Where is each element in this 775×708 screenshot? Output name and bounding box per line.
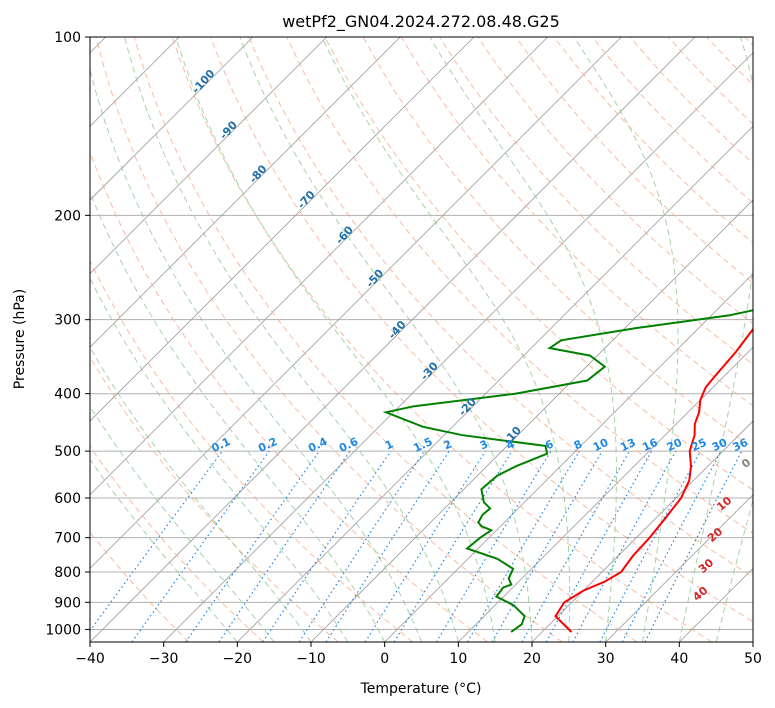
- mixing-ratio-line: [298, 450, 425, 642]
- x-tick-label: −20: [223, 651, 253, 667]
- moist-adiabat-line: [90, 277, 349, 642]
- mixing-ratio-line: [435, 450, 552, 642]
- isotherm-line: [90, 37, 401, 348]
- y-tick-label: 300: [54, 313, 81, 329]
- y-axis-label: Pressure (hPa): [12, 289, 28, 389]
- y-tick-label: 700: [54, 531, 81, 547]
- dry-adiabat-line: [90, 259, 414, 642]
- moist-adiabat-line: [175, 37, 496, 642]
- x-tick-label: 40: [670, 651, 688, 667]
- y-tick-label: 900: [54, 595, 81, 611]
- dry-adiabat-line: [90, 445, 264, 642]
- mixing-ratio-label: 13: [618, 436, 637, 454]
- isotherm-line: [384, 273, 753, 642]
- x-tick-label: 10: [449, 651, 467, 667]
- dry-adiabat-line: [171, 37, 712, 642]
- isotherm-line: [90, 37, 327, 275]
- mixing-ratio-line: [466, 450, 580, 642]
- moist-adiabat-line: [90, 458, 238, 642]
- mixing-ratio-line: [364, 450, 486, 642]
- moist-adiabat-line: [573, 37, 679, 642]
- x-tick-label: −40: [75, 651, 105, 667]
- dry-adiabat-line: [133, 37, 638, 642]
- mixing-ratio-line: [393, 450, 513, 642]
- mixing-ratio-line: [262, 450, 392, 642]
- isotherm-line: [163, 52, 753, 642]
- temperature-profile-line: [554, 327, 753, 633]
- moist-adiabat-line: [90, 67, 422, 642]
- y-tick-label: 400: [54, 387, 81, 403]
- dewpoint-profile-line: [382, 309, 753, 633]
- moist-adiabat-line: [678, 37, 753, 642]
- x-tick-label: −30: [149, 651, 179, 667]
- y-tick-label: 200: [54, 208, 81, 224]
- y-tick-label: 800: [54, 565, 81, 581]
- moist-adiabat-line: [429, 37, 617, 642]
- dry-adiabat-line: [515, 37, 753, 284]
- y-tick-label: 1000: [45, 622, 81, 638]
- x-tick-label: −10: [296, 651, 326, 667]
- isotherm-line: [458, 346, 753, 642]
- mixing-ratio-label: 20: [665, 436, 685, 454]
- moist-adiabat-line: [90, 190, 386, 642]
- isotherm-line: [90, 37, 622, 569]
- chart-title: wetPf2_GN04.2024.272.08.48.G25: [282, 12, 560, 32]
- isotherm-line: [605, 494, 753, 642]
- moist-adiabat-line: [715, 498, 753, 642]
- moist-adiabat-line: [124, 37, 459, 642]
- mixing-ratio-line: [572, 450, 677, 642]
- mixing-ratio-label: 30: [710, 436, 730, 454]
- dry-adiabat-line: [248, 37, 753, 578]
- mixing-ratio-label: 16: [640, 436, 660, 454]
- x-axis: −40 −30 −20 −10 0 10 20 30 40 50: [75, 642, 762, 667]
- mixing-ratio-line: [599, 450, 702, 642]
- isotherm-line: [90, 37, 548, 496]
- isotherm-line: [90, 37, 475, 422]
- mixing-ratio-label: 10: [591, 436, 611, 454]
- mixing-ratio-label: 36: [731, 436, 751, 454]
- moist-adiabat-line: [90, 346, 312, 642]
- moist-adiabat-line: [90, 405, 275, 642]
- x-tick-label: 30: [597, 651, 615, 667]
- y-tick-label: 600: [54, 491, 81, 507]
- isotherm-line: [90, 37, 254, 201]
- x-axis-label: Temperature (°C): [360, 681, 482, 697]
- dry-adiabat-line: [210, 37, 753, 623]
- isotherm-line: [531, 420, 753, 642]
- x-tick-label: 20: [523, 651, 541, 667]
- isotherm-line: [237, 125, 753, 642]
- mixing-ratio-line: [218, 450, 351, 642]
- x-tick-label: 50: [744, 651, 762, 667]
- mixing-ratio-label: 25: [689, 436, 708, 454]
- x-tick-label: 0: [380, 651, 389, 667]
- plot-frame: [89, 36, 754, 643]
- dry-adiabat-line: [324, 37, 753, 491]
- mixing-ratio-line: [185, 450, 320, 642]
- y-tick-label: 100: [54, 30, 81, 46]
- y-axis: 100 200 300 400 500 600 700 800 900 1000: [45, 30, 90, 638]
- mixing-ratio-line: [325, 450, 450, 642]
- moist-adiabat-line: [239, 37, 533, 642]
- y-tick-label: 500: [54, 444, 81, 460]
- plot-area: -100-90-80-70-60-50-40-30-20-100.1 0.2 0.4…: [90, 37, 753, 642]
